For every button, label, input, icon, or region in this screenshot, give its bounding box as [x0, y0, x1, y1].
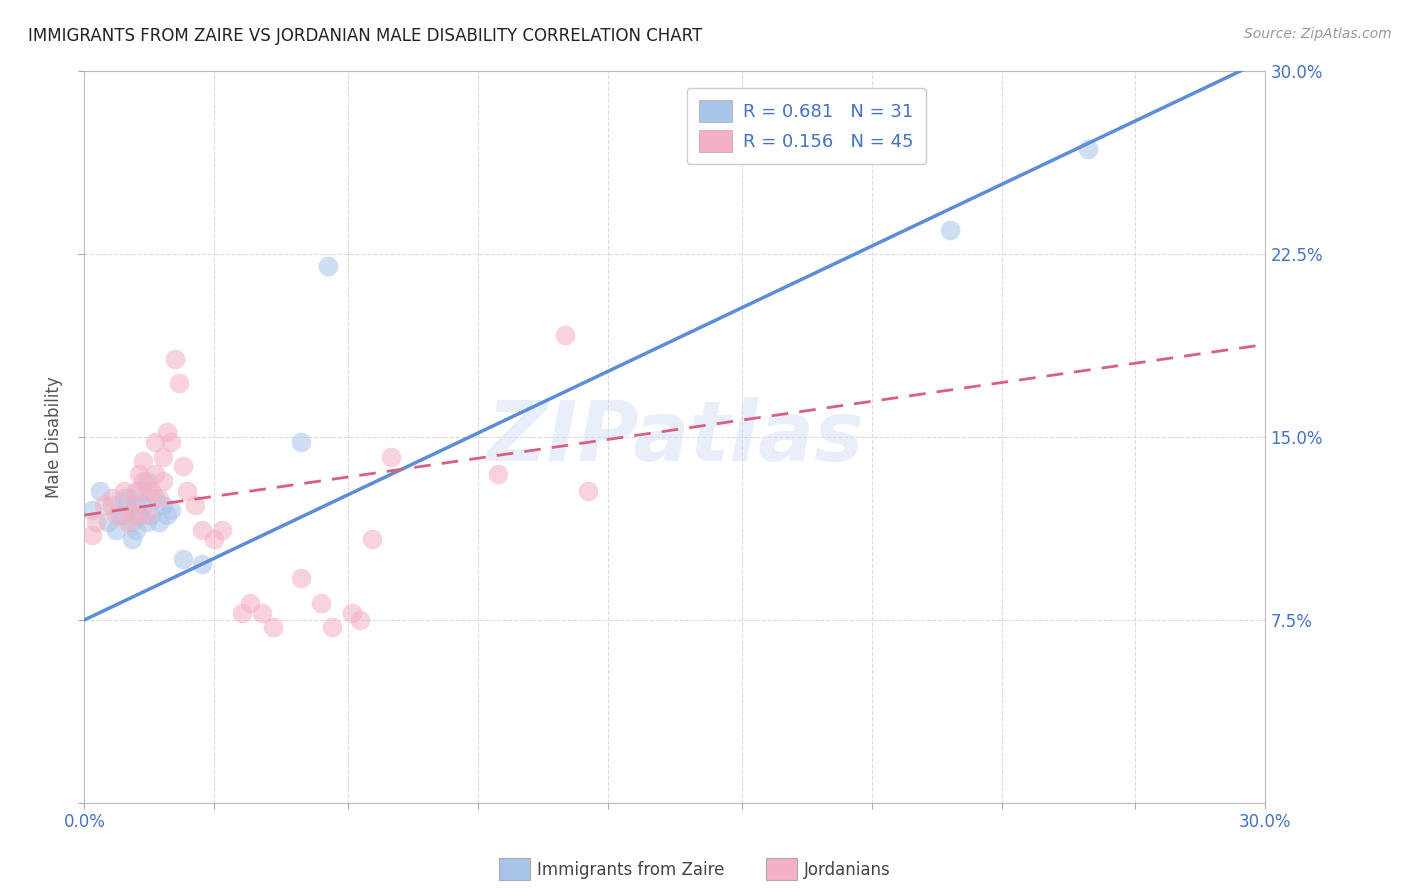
Point — [1077, 142, 1099, 156]
Point — [132, 499, 155, 513]
Point — [143, 434, 166, 449]
Point — [156, 508, 179, 522]
Point — [136, 474, 159, 488]
Point — [156, 425, 179, 440]
Point — [97, 516, 120, 530]
Point — [128, 483, 150, 498]
Point — [89, 483, 111, 498]
Text: ZIPatlas: ZIPatlas — [486, 397, 863, 477]
Point — [82, 527, 104, 541]
Point — [132, 454, 155, 468]
Point — [121, 533, 143, 547]
Point — [132, 474, 155, 488]
Point — [128, 508, 150, 522]
Point — [172, 459, 194, 474]
Point — [318, 260, 340, 274]
Point — [124, 483, 146, 498]
Point — [108, 508, 131, 522]
Point — [141, 508, 163, 522]
Point — [136, 483, 159, 498]
Point — [104, 508, 127, 522]
Point — [148, 516, 170, 530]
Point — [202, 533, 225, 547]
Point — [117, 491, 139, 505]
Point — [211, 523, 233, 537]
Point — [101, 491, 124, 505]
Point — [239, 596, 262, 610]
Point — [290, 572, 312, 586]
Point — [104, 523, 127, 537]
Point — [262, 620, 284, 634]
Point — [349, 613, 371, 627]
Y-axis label: Male Disability: Male Disability — [45, 376, 63, 498]
Point — [117, 516, 139, 530]
Point — [167, 376, 190, 391]
Point — [321, 620, 343, 634]
Point — [172, 552, 194, 566]
Point — [124, 508, 146, 522]
Text: IMMIGRANTS FROM ZAIRE VS JORDANIAN MALE DISABILITY CORRELATION CHART: IMMIGRANTS FROM ZAIRE VS JORDANIAN MALE … — [28, 27, 703, 45]
Point — [124, 523, 146, 537]
Point — [191, 557, 214, 571]
Point — [121, 516, 143, 530]
Point — [112, 491, 135, 505]
Point — [124, 499, 146, 513]
Point — [290, 434, 312, 449]
Point — [143, 467, 166, 481]
Point — [128, 467, 150, 481]
Point — [486, 467, 509, 481]
Point — [360, 533, 382, 547]
Point — [250, 606, 273, 620]
Point — [136, 508, 159, 522]
Point — [163, 352, 186, 367]
Point — [141, 483, 163, 498]
Point — [93, 499, 115, 513]
Point — [380, 450, 402, 464]
Point — [576, 483, 599, 498]
Point — [121, 499, 143, 513]
Point — [191, 523, 214, 537]
Point — [939, 223, 962, 237]
Point — [183, 499, 205, 513]
Point — [148, 491, 170, 505]
Text: Jordanians: Jordanians — [804, 861, 891, 879]
Point — [101, 499, 124, 513]
Point — [340, 606, 363, 620]
Point — [84, 516, 107, 530]
Point — [112, 483, 135, 498]
Point — [231, 606, 253, 620]
Point — [554, 327, 576, 342]
Point — [152, 499, 174, 513]
Point — [136, 516, 159, 530]
Point — [176, 483, 198, 498]
Point — [143, 491, 166, 505]
Text: Immigrants from Zaire: Immigrants from Zaire — [537, 861, 724, 879]
Point — [152, 474, 174, 488]
Point — [82, 503, 104, 517]
Point — [160, 503, 183, 517]
Point — [160, 434, 183, 449]
Legend: R = 0.681   N = 31, R = 0.156   N = 45: R = 0.681 N = 31, R = 0.156 N = 45 — [686, 87, 925, 164]
Point — [152, 450, 174, 464]
Point — [112, 508, 135, 522]
Text: Source: ZipAtlas.com: Source: ZipAtlas.com — [1244, 27, 1392, 41]
Point — [309, 596, 332, 610]
